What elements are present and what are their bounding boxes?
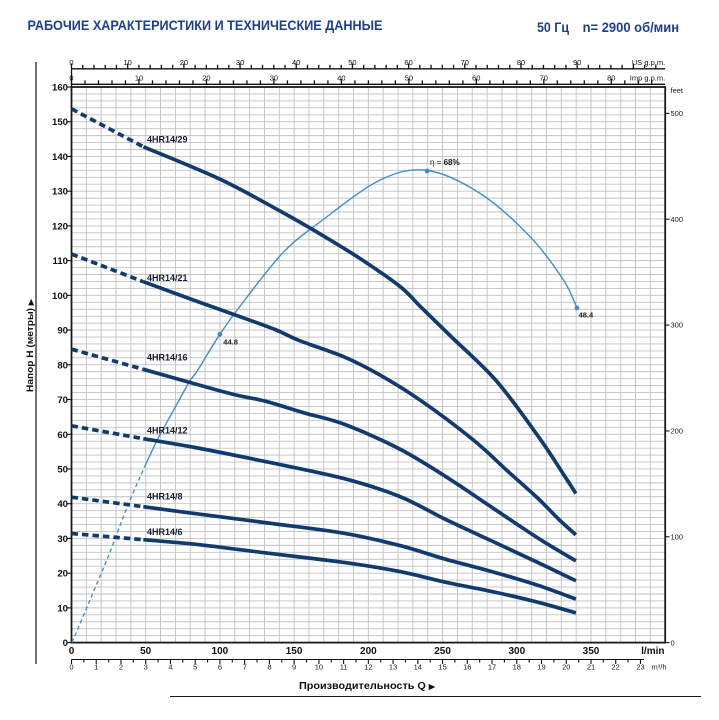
svg-text:4HR14/29: 4HR14/29 (147, 134, 188, 144)
svg-text:50: 50 (405, 74, 413, 83)
svg-text:3: 3 (144, 663, 148, 672)
svg-text:140: 140 (52, 152, 68, 163)
svg-text:40: 40 (57, 499, 68, 510)
svg-text:15: 15 (438, 663, 446, 672)
svg-text:200: 200 (671, 427, 684, 436)
svg-text:l/min: l/min (641, 646, 664, 657)
svg-text:1: 1 (94, 663, 98, 672)
svg-text:20: 20 (57, 569, 68, 580)
svg-text:160: 160 (52, 83, 68, 94)
svg-text:60: 60 (404, 58, 412, 67)
svg-text:80: 80 (517, 58, 525, 67)
svg-text:20: 20 (562, 663, 570, 672)
svg-text:11: 11 (340, 663, 348, 672)
svg-text:0: 0 (69, 663, 73, 672)
svg-text:50: 50 (140, 646, 152, 657)
svg-text:110: 110 (53, 256, 68, 267)
svg-text:4HR14/6: 4HR14/6 (147, 527, 183, 537)
svg-text:13: 13 (389, 663, 397, 672)
svg-text:8: 8 (267, 663, 271, 672)
svg-text:300: 300 (508, 646, 525, 657)
svg-text:100: 100 (52, 291, 68, 302)
svg-text:16: 16 (463, 663, 471, 672)
svg-text:US g.p.m.: US g.p.m. (632, 58, 665, 67)
svg-text:4HR14/16: 4HR14/16 (147, 353, 188, 363)
svg-text:10: 10 (57, 603, 68, 614)
svg-text:300: 300 (671, 321, 684, 330)
svg-text:0: 0 (69, 74, 73, 83)
svg-text:80: 80 (607, 74, 615, 83)
svg-text:Производительность Q ▶: Производительность Q ▶ (299, 681, 436, 692)
svg-text:70: 70 (461, 58, 469, 67)
svg-text:feet: feet (671, 86, 684, 95)
svg-text:50: 50 (57, 465, 68, 476)
svg-text:150: 150 (52, 117, 68, 128)
svg-text:200: 200 (360, 646, 377, 657)
svg-text:10: 10 (315, 663, 323, 672)
svg-text:6: 6 (218, 663, 222, 672)
svg-text:500: 500 (671, 109, 684, 118)
svg-text:400: 400 (671, 215, 684, 224)
svg-text:4HR14/12: 4HR14/12 (147, 425, 188, 435)
svg-text:30: 30 (57, 534, 68, 545)
svg-text:7: 7 (243, 663, 247, 672)
svg-text:m³/h: m³/h (652, 663, 667, 672)
svg-text:50: 50 (348, 58, 356, 67)
svg-text:60: 60 (57, 430, 68, 441)
svg-text:100: 100 (671, 532, 684, 541)
svg-text:30: 30 (270, 74, 278, 83)
svg-text:РАБОЧИЕ ХАРАКТЕРИСТИКИ И ТЕХНИ: РАБОЧИЕ ХАРАКТЕРИСТИКИ И ТЕХНИЧЕСКИЕ ДАН… (28, 17, 383, 33)
svg-text:21: 21 (587, 663, 595, 672)
svg-text:4HR14/8: 4HR14/8 (147, 492, 183, 502)
svg-text:18: 18 (513, 663, 521, 672)
svg-text:20: 20 (202, 74, 210, 83)
svg-text:Imp g.p.m.: Imp g.p.m. (630, 74, 665, 83)
svg-text:5: 5 (193, 663, 197, 672)
svg-text:η = 68%: η = 68% (430, 158, 460, 167)
svg-text:150: 150 (286, 646, 303, 657)
svg-text:22: 22 (612, 663, 620, 672)
svg-text:n= 2900 об/мин: n= 2900 об/мин (583, 19, 680, 35)
svg-text:70: 70 (540, 74, 548, 83)
svg-text:130: 130 (52, 187, 68, 198)
svg-text:10: 10 (135, 74, 143, 83)
svg-text:90: 90 (573, 58, 581, 67)
svg-text:100: 100 (212, 646, 229, 657)
svg-text:4: 4 (168, 663, 172, 672)
svg-text:40: 40 (337, 74, 345, 83)
svg-text:0: 0 (671, 639, 675, 648)
svg-text:0: 0 (63, 638, 68, 649)
svg-text:120: 120 (52, 221, 68, 232)
svg-text:44.8: 44.8 (223, 338, 238, 347)
svg-text:20: 20 (180, 58, 188, 67)
svg-text:250: 250 (434, 646, 451, 657)
svg-text:19: 19 (537, 663, 545, 672)
svg-text:17: 17 (488, 663, 496, 672)
svg-text:9: 9 (292, 663, 296, 672)
svg-text:50 Гц: 50 Гц (537, 19, 569, 35)
svg-text:30: 30 (236, 58, 244, 67)
svg-text:60: 60 (472, 74, 480, 83)
svg-text:14: 14 (414, 663, 422, 672)
svg-text:10: 10 (124, 58, 132, 67)
svg-text:48.4: 48.4 (579, 311, 594, 320)
svg-text:2: 2 (119, 663, 123, 672)
svg-text:90: 90 (57, 326, 68, 337)
svg-text:0: 0 (69, 58, 73, 67)
svg-text:4HR14/21: 4HR14/21 (147, 273, 188, 283)
svg-text:0: 0 (69, 646, 75, 657)
svg-text:70: 70 (57, 395, 68, 406)
svg-text:350: 350 (583, 646, 600, 657)
svg-text:12: 12 (364, 663, 372, 672)
svg-text:Напор H (метры) ▶: Напор H (метры) ▶ (25, 298, 35, 392)
svg-text:80: 80 (57, 360, 68, 371)
svg-text:40: 40 (292, 58, 300, 67)
svg-text:23: 23 (636, 663, 644, 672)
